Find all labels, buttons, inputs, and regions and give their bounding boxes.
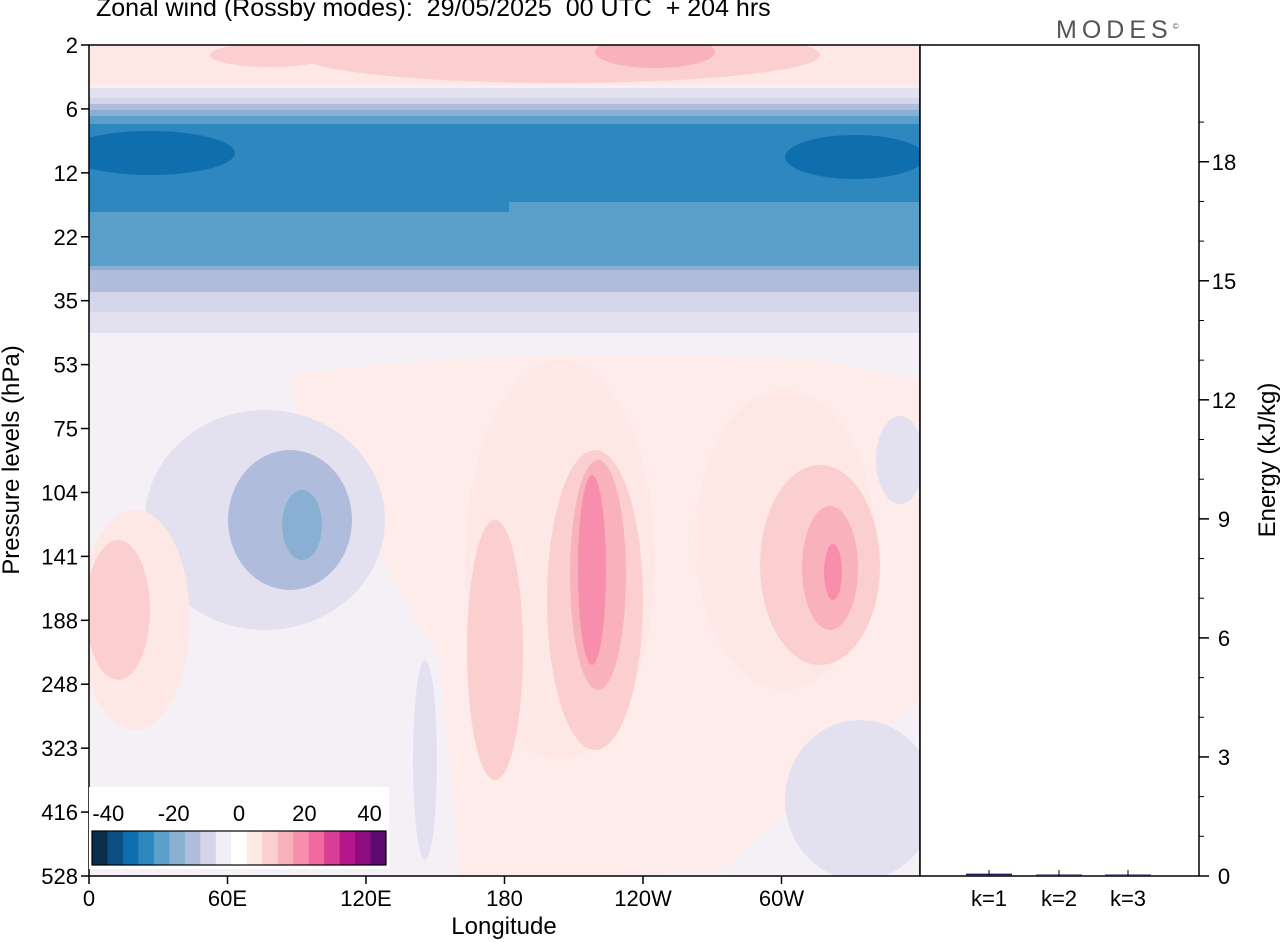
contour-neg-low-4 [785, 720, 920, 876]
colorbar-swatch [324, 831, 341, 865]
contour-neg-7a [89, 131, 235, 175]
y-tick-label: 104 [41, 480, 78, 505]
y-tick-label: 141 [41, 544, 78, 569]
colorbar-swatch [277, 831, 294, 865]
x-axis-title: Longitude [451, 913, 556, 940]
energy-panel-frame [919, 44, 1200, 877]
x-tick-label: 180 [486, 886, 523, 911]
colorbar-swatch [92, 831, 108, 865]
y-tick-label: 22 [54, 225, 78, 250]
contour-neg-low-6 [413, 660, 437, 860]
colorbar-swatch [246, 831, 263, 865]
energy-category-label: k=3 [1110, 886, 1146, 911]
y-tick-label: 75 [54, 417, 78, 442]
x-tick-label: 120W [614, 886, 672, 911]
colorbar-swatch [169, 831, 186, 865]
logo-mark: © [1172, 22, 1179, 31]
y-tick-label: 323 [41, 736, 78, 761]
energy-tick-label: 3 [1218, 745, 1230, 770]
x-tick-label: 0 [83, 886, 95, 911]
contour-pos-left-2 [89, 540, 150, 680]
energy-tick-label: 6 [1218, 626, 1230, 651]
contour-top-pos-3 [595, 45, 715, 68]
colorbar-swatch [355, 831, 372, 865]
colorbar-swatch [308, 831, 325, 865]
colorbar-labels: -40 -20 0 20 40 [92, 801, 381, 826]
energy-tick-label: 15 [1212, 269, 1236, 294]
energy-category-label: k=1 [971, 886, 1007, 911]
energy-category-labels: k=1 k=2 k=3 [971, 870, 1146, 911]
y-tick-label: 416 [41, 800, 78, 825]
y-axis-title: Pressure levels (hPa) [0, 345, 25, 574]
y-tick-label: 6 [66, 97, 78, 122]
colorbar-swatch [293, 831, 310, 865]
colorbar-swatch [107, 831, 124, 865]
x-tick-label: 120E [340, 886, 391, 911]
colorbar-swatch [370, 831, 387, 865]
longitude-axis: 0 60E 120E 180 120W 60W [83, 876, 804, 911]
colorbar-swatch [153, 831, 170, 865]
energy-tick-label: 9 [1218, 507, 1230, 532]
x-tick-label: 60W [759, 886, 804, 911]
contour-neg-6 [89, 124, 920, 202]
y-tick-label: 12 [54, 161, 78, 186]
colorbar-swatch [122, 831, 139, 865]
colorbar-swatch [215, 831, 232, 865]
contour-pos-right-4 [824, 544, 842, 600]
x-tick-label: 60E [208, 886, 247, 911]
contour-neg-low-5 [876, 416, 920, 504]
contour-pos-center-3 [467, 520, 523, 780]
y-tick-label: 53 [54, 353, 78, 378]
energy-tick-label: 12 [1212, 388, 1236, 413]
contour-layers [89, 45, 920, 876]
energy-tick-label: 18 [1212, 150, 1236, 175]
contour-neg-low-3 [282, 490, 322, 560]
colorbar-swatch [262, 831, 279, 865]
colorbar-frame [91, 830, 387, 866]
colorbar-swatch [231, 831, 248, 865]
y-tick-label: 2 [66, 33, 78, 58]
contour-top-pos-4 [210, 45, 330, 67]
contour-neg-6b [89, 200, 509, 212]
colorbar-swatch [184, 831, 201, 865]
contour-neg-7b [785, 135, 920, 179]
energy-panel: 0 3 6 9 12 15 18 k=1 k=2 k=3 [919, 44, 1236, 911]
colorbar-tick-label: 0 [233, 801, 245, 826]
contour-plot [88, 44, 921, 877]
colorbar-tick-label: 20 [292, 801, 316, 826]
colorbar-tick-label: -40 [92, 801, 124, 826]
energy-tick-label: 0 [1218, 864, 1230, 889]
colorbar [89, 787, 389, 869]
colorbar-tick-label: -20 [158, 801, 190, 826]
contour-pos-center-5 [578, 475, 606, 665]
modes-logo: MODES© [1056, 16, 1179, 45]
chart-title: Zonal wind (Rossby modes): 29/05/2025 00… [96, 0, 771, 22]
y-tick-label: 188 [41, 608, 78, 633]
contour-top-pos-2 [300, 45, 820, 83]
pressure-axis: 2 6 12 22 35 53 75 104 141 188 248 323 416 528 [41, 33, 89, 889]
energy-axis-title: Energy (kJ/kg) [1254, 383, 1280, 538]
y-tick-label: 248 [41, 672, 78, 697]
colorbar-tick-label: 40 [357, 801, 381, 826]
energy-axis: 0 3 6 9 12 15 18 [1199, 121, 1236, 889]
y-tick-label: 35 [54, 289, 78, 314]
logo-text: MODES [1056, 16, 1173, 44]
y-tick-label: 528 [41, 864, 78, 889]
colorbar-swatch [200, 831, 217, 865]
colorbar-swatch [138, 831, 155, 865]
energy-category-label: k=2 [1041, 886, 1077, 911]
colorbar-swatch [339, 831, 356, 865]
